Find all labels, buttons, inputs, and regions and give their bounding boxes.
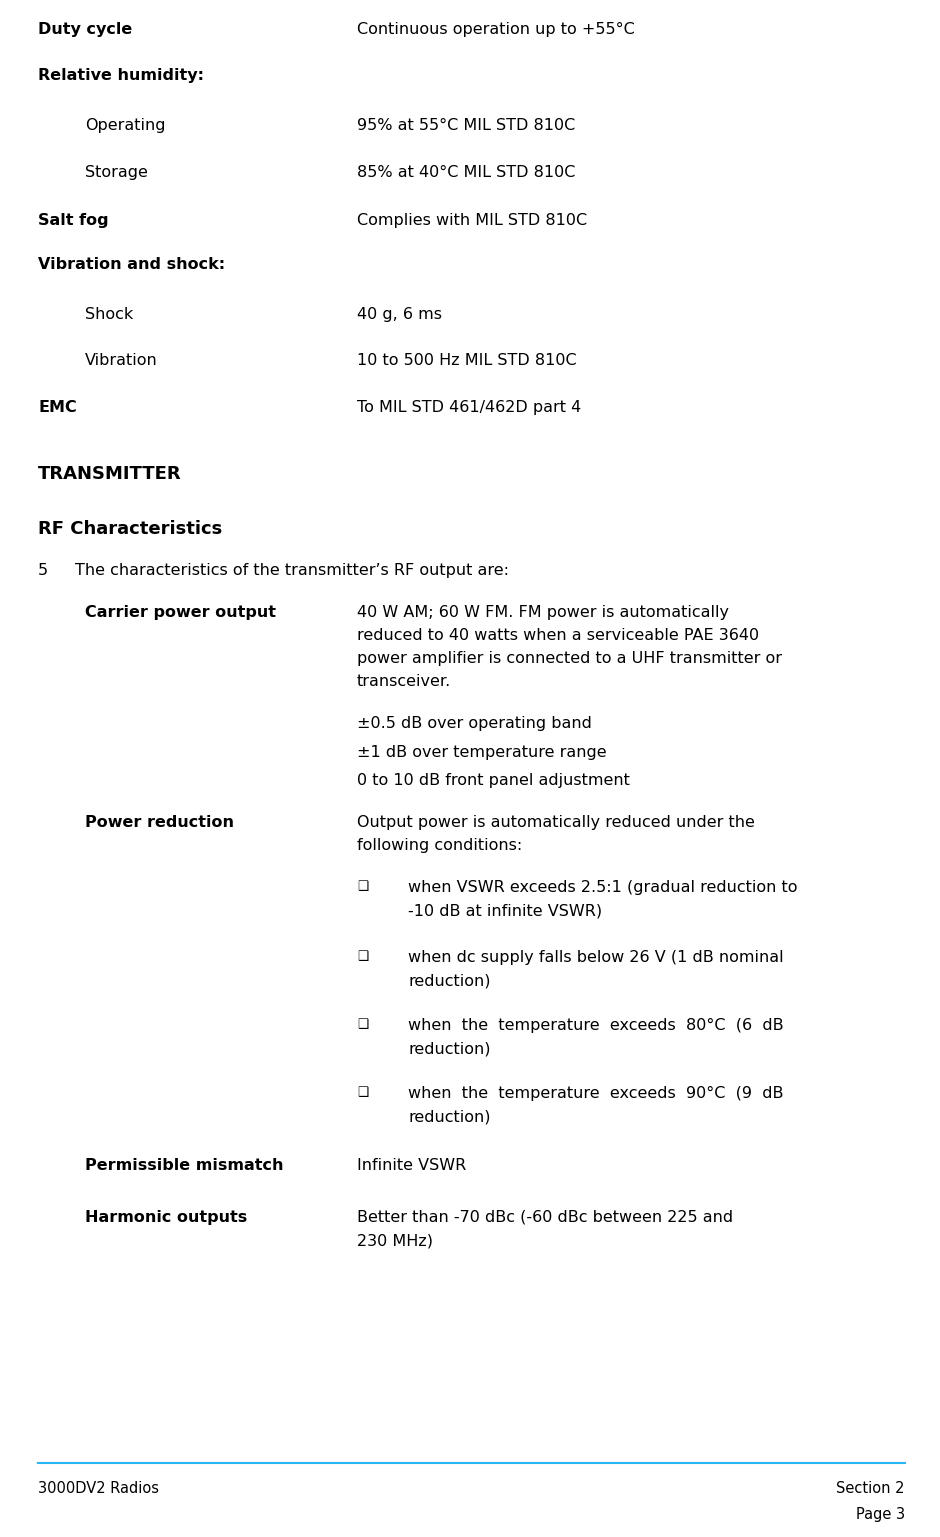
Text: Relative humidity:: Relative humidity:: [38, 68, 204, 83]
Text: Page 3: Page 3: [856, 1506, 905, 1522]
Text: ❑: ❑: [357, 881, 368, 893]
Text: Power reduction: Power reduction: [85, 815, 234, 830]
Text: 3000DV2 Radios: 3000DV2 Radios: [38, 1482, 159, 1496]
Text: Shock: Shock: [85, 307, 133, 321]
Text: 85% at 40°C MIL STD 810C: 85% at 40°C MIL STD 810C: [357, 164, 575, 180]
Text: Harmonic outputs: Harmonic outputs: [85, 1210, 247, 1225]
Text: ❑: ❑: [357, 1017, 368, 1031]
Text: 10 to 500 Hz MIL STD 810C: 10 to 500 Hz MIL STD 810C: [357, 354, 576, 367]
Text: reduction): reduction): [408, 1041, 491, 1056]
Text: To MIL STD 461/462D part 4: To MIL STD 461/462D part 4: [357, 400, 581, 415]
Text: Vibration: Vibration: [85, 354, 158, 367]
Text: when  the  temperature  exceeds  80°C  (6  dB: when the temperature exceeds 80°C (6 dB: [408, 1017, 784, 1033]
Text: when dc supply falls below 26 V (1 dB nominal: when dc supply falls below 26 V (1 dB no…: [408, 950, 784, 965]
Text: ±0.5 dB over operating band: ±0.5 dB over operating band: [357, 716, 592, 732]
Text: Output power is automatically reduced under the: Output power is automatically reduced un…: [357, 815, 755, 830]
Text: following conditions:: following conditions:: [357, 838, 523, 853]
Text: power amplifier is connected to a UHF transmitter or: power amplifier is connected to a UHF tr…: [357, 652, 782, 666]
Text: Duty cycle: Duty cycle: [38, 22, 133, 37]
Text: EMC: EMC: [38, 400, 77, 415]
Text: ❑: ❑: [357, 1087, 368, 1099]
Text: Infinite VSWR: Infinite VSWR: [357, 1157, 466, 1173]
Text: Better than -70 dBc (-60 dBc between 225 and: Better than -70 dBc (-60 dBc between 225…: [357, 1210, 733, 1225]
Text: 40 W AM; 60 W FM. FM power is automatically: 40 W AM; 60 W FM. FM power is automatica…: [357, 606, 729, 619]
Text: Continuous operation up to +55°C: Continuous operation up to +55°C: [357, 22, 634, 37]
Text: The characteristics of the transmitter’s RF output are:: The characteristics of the transmitter’s…: [75, 563, 509, 578]
Text: TRANSMITTER: TRANSMITTER: [38, 466, 181, 483]
Text: when  the  temperature  exceeds  90°C  (9  dB: when the temperature exceeds 90°C (9 dB: [408, 1087, 784, 1100]
Text: when VSWR exceeds 2.5:1 (gradual reduction to: when VSWR exceeds 2.5:1 (gradual reducti…: [408, 881, 797, 895]
Text: 0 to 10 dB front panel adjustment: 0 to 10 dB front panel adjustment: [357, 773, 630, 788]
Text: 95% at 55°C MIL STD 810C: 95% at 55°C MIL STD 810C: [357, 118, 575, 134]
Text: reduction): reduction): [408, 1110, 491, 1124]
Text: transceiver.: transceiver.: [357, 675, 451, 689]
Text: 5: 5: [38, 563, 48, 578]
Text: Salt fog: Salt fog: [38, 214, 109, 227]
Text: reduced to 40 watts when a serviceable PAE 3640: reduced to 40 watts when a serviceable P…: [357, 629, 760, 642]
Text: ❑: ❑: [357, 950, 368, 964]
Text: Storage: Storage: [85, 164, 148, 180]
Text: ±1 dB over temperature range: ±1 dB over temperature range: [357, 745, 606, 759]
Text: Permissible mismatch: Permissible mismatch: [85, 1157, 284, 1173]
Text: 230 MHz): 230 MHz): [357, 1233, 433, 1248]
Text: Operating: Operating: [85, 118, 165, 134]
Text: 40 g, 6 ms: 40 g, 6 ms: [357, 307, 442, 321]
Text: Section 2: Section 2: [837, 1482, 905, 1496]
Text: Complies with MIL STD 810C: Complies with MIL STD 810C: [357, 214, 588, 227]
Text: Carrier power output: Carrier power output: [85, 606, 276, 619]
Text: Vibration and shock:: Vibration and shock:: [38, 257, 225, 272]
Text: RF Characteristics: RF Characteristics: [38, 520, 222, 538]
Text: -10 dB at infinite VSWR): -10 dB at infinite VSWR): [408, 904, 603, 918]
Text: reduction): reduction): [408, 973, 491, 988]
